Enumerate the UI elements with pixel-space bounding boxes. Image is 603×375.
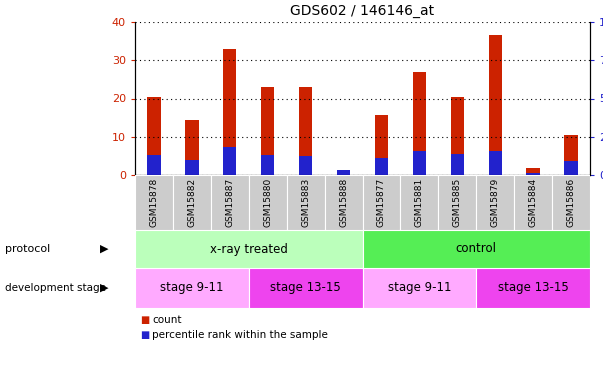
Text: control: control <box>456 243 497 255</box>
Bar <box>135 268 249 308</box>
Bar <box>450 97 464 175</box>
Bar <box>488 150 502 175</box>
Bar <box>412 72 426 175</box>
Text: GSM15887: GSM15887 <box>226 178 235 227</box>
Bar <box>286 175 324 230</box>
Bar <box>147 97 160 175</box>
Text: count: count <box>152 315 182 325</box>
Text: ■: ■ <box>140 330 150 340</box>
Text: stage 9-11: stage 9-11 <box>160 282 224 294</box>
Bar <box>564 161 578 175</box>
Bar <box>337 171 350 175</box>
Text: GSM15879: GSM15879 <box>491 178 500 227</box>
Bar <box>299 156 312 175</box>
Bar <box>261 155 274 175</box>
Bar <box>552 175 590 230</box>
Bar <box>185 160 198 175</box>
Text: GSM15878: GSM15878 <box>150 178 159 227</box>
Bar <box>362 268 476 308</box>
Bar <box>514 175 552 230</box>
Text: GSM15884: GSM15884 <box>529 178 538 227</box>
Text: protocol: protocol <box>5 244 50 254</box>
Bar <box>223 147 236 175</box>
Bar <box>249 175 286 230</box>
Text: stage 13-15: stage 13-15 <box>270 282 341 294</box>
Text: GSM15885: GSM15885 <box>453 178 462 227</box>
Bar <box>299 87 312 175</box>
Text: GSM15881: GSM15881 <box>415 178 424 227</box>
Text: ■: ■ <box>140 315 150 325</box>
Bar <box>223 49 236 175</box>
Text: stage 13-15: stage 13-15 <box>497 282 569 294</box>
Text: GSM15882: GSM15882 <box>188 178 197 227</box>
Bar <box>564 135 578 175</box>
Text: GDS602 / 146146_at: GDS602 / 146146_at <box>290 4 434 18</box>
Text: percentile rank within the sample: percentile rank within the sample <box>152 330 328 340</box>
Bar <box>438 175 476 230</box>
Bar <box>249 268 362 308</box>
Bar <box>400 175 438 230</box>
Text: ▶: ▶ <box>99 244 108 254</box>
Bar <box>526 168 540 175</box>
Text: GSM15880: GSM15880 <box>263 178 272 227</box>
Bar <box>362 230 590 268</box>
Text: development stage: development stage <box>5 283 106 293</box>
Text: GSM15886: GSM15886 <box>567 178 575 227</box>
Text: ▶: ▶ <box>99 283 108 293</box>
Text: GSM15877: GSM15877 <box>377 178 386 227</box>
Bar <box>476 268 590 308</box>
Bar <box>362 175 400 230</box>
Bar <box>261 87 274 175</box>
Text: x-ray treated: x-ray treated <box>210 243 288 255</box>
Bar <box>147 155 160 175</box>
Bar <box>337 170 350 175</box>
Bar <box>412 150 426 175</box>
Text: GSM15883: GSM15883 <box>301 178 310 227</box>
Bar <box>375 115 388 175</box>
Bar <box>135 230 362 268</box>
Bar <box>185 120 198 175</box>
Bar <box>450 154 464 175</box>
Bar <box>173 175 211 230</box>
Bar <box>211 175 249 230</box>
Text: stage 9-11: stage 9-11 <box>388 282 451 294</box>
Bar <box>476 175 514 230</box>
Bar <box>488 35 502 175</box>
Bar <box>324 175 362 230</box>
Bar <box>375 158 388 175</box>
Text: GSM15888: GSM15888 <box>339 178 348 227</box>
Bar <box>526 174 540 175</box>
Bar <box>135 175 173 230</box>
